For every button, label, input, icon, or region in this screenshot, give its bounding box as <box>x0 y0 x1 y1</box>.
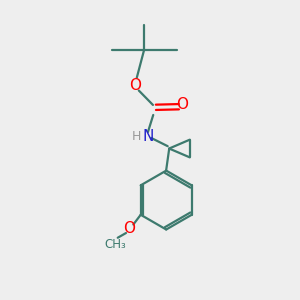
Text: O: O <box>124 221 136 236</box>
Text: N: N <box>142 129 154 144</box>
Text: CH₃: CH₃ <box>105 238 127 251</box>
Text: H: H <box>131 130 141 143</box>
Text: O: O <box>129 78 141 93</box>
Text: O: O <box>176 97 188 112</box>
